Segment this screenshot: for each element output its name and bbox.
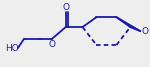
Text: O: O bbox=[141, 27, 148, 36]
Text: O: O bbox=[62, 3, 69, 12]
Text: O: O bbox=[48, 40, 55, 49]
Text: HO: HO bbox=[5, 44, 19, 53]
